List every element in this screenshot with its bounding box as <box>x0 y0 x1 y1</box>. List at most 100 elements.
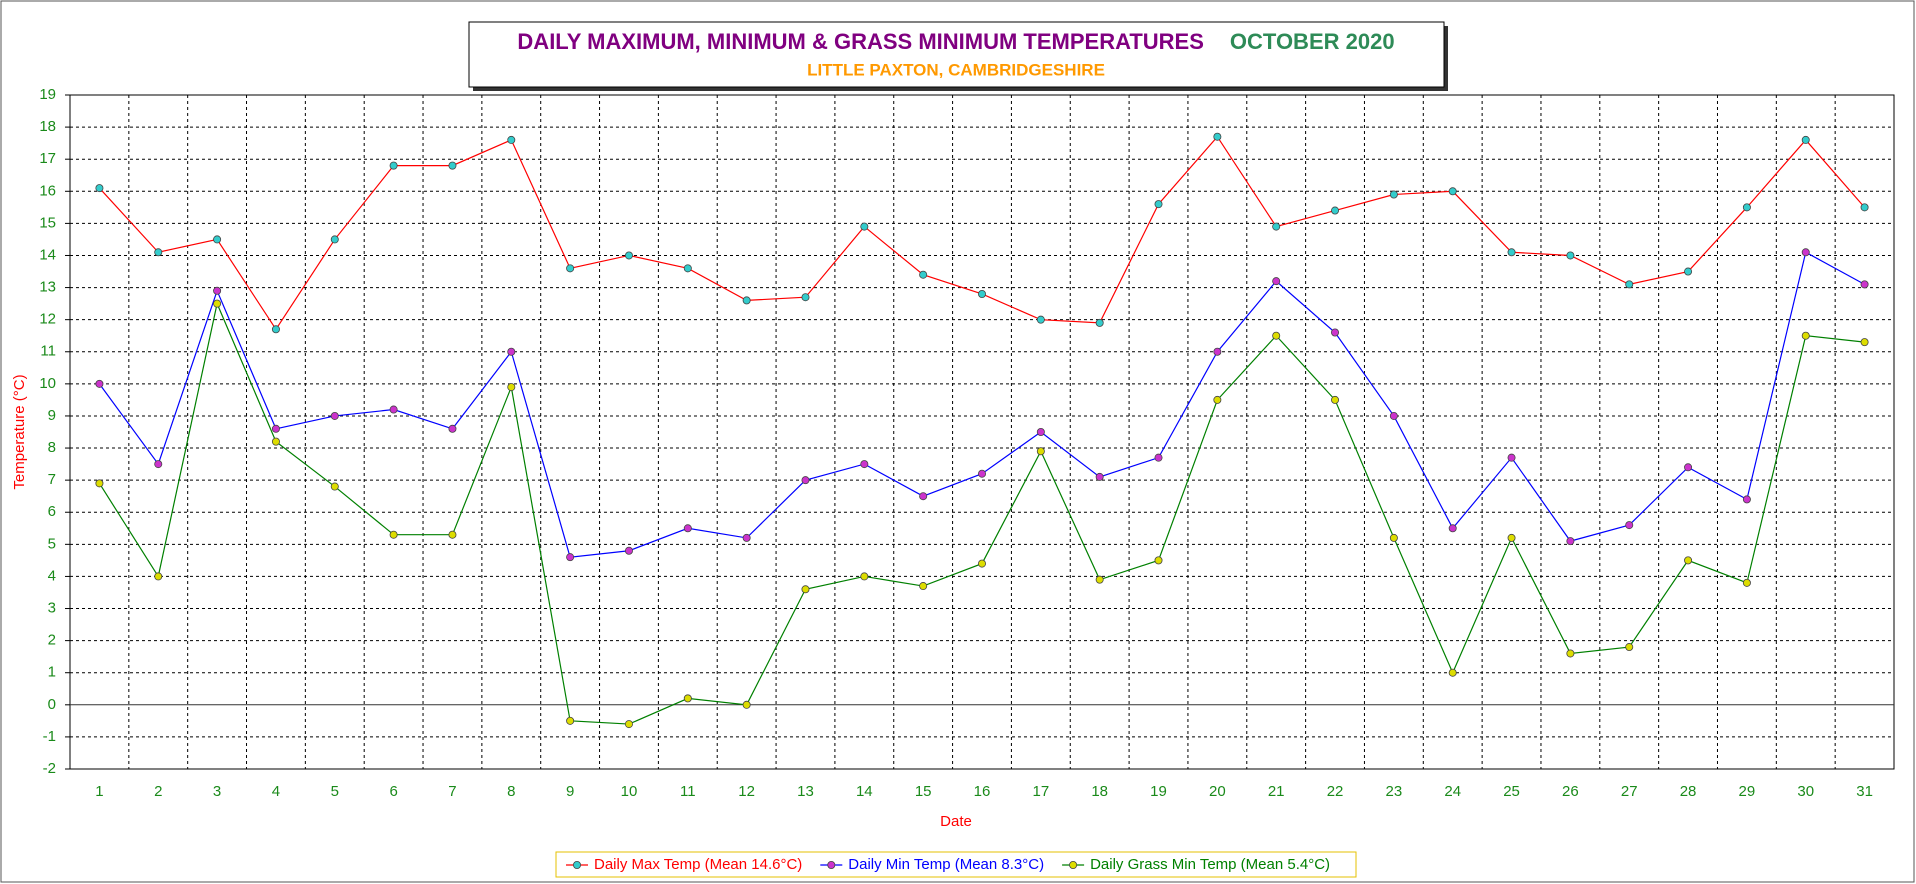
data-point <box>507 135 516 144</box>
x-tick-label: 26 <box>1562 783 1579 800</box>
data-point <box>860 572 869 581</box>
y-tick-label: 12 <box>39 311 56 328</box>
title-box <box>468 21 1445 88</box>
y-tick-label: -2 <box>43 760 56 777</box>
data-point <box>1331 395 1340 404</box>
data-point <box>271 437 280 446</box>
data-point <box>742 296 751 305</box>
data-point <box>919 492 928 501</box>
x-tick-label: 1 <box>95 783 103 800</box>
x-tick-label: 7 <box>448 783 456 800</box>
data-point <box>742 533 751 542</box>
y-tick-label: 18 <box>39 118 56 135</box>
data-point <box>507 347 516 356</box>
data-point <box>389 405 398 414</box>
data-point <box>1684 463 1693 472</box>
data-point <box>978 559 987 568</box>
y-axis-label: Temperature (°C) <box>11 374 28 489</box>
data-point <box>1625 280 1634 289</box>
data-point <box>742 700 751 709</box>
data-point <box>1566 537 1575 546</box>
data-point <box>95 379 104 388</box>
data-point <box>801 476 810 485</box>
data-point <box>801 293 810 302</box>
x-tick-label: 13 <box>797 783 814 800</box>
data-point <box>683 524 692 533</box>
data-point <box>1507 453 1516 462</box>
data-point <box>271 424 280 433</box>
data-point <box>213 286 222 295</box>
data-point <box>1448 668 1457 677</box>
data-point <box>213 235 222 244</box>
data-point <box>1095 318 1104 327</box>
y-tick-label: 14 <box>39 246 56 263</box>
y-tick-label: 13 <box>39 279 56 296</box>
y-tick-label: 2 <box>48 632 56 649</box>
x-tick-label: 31 <box>1856 783 1873 800</box>
x-tick-label: 11 <box>680 783 696 800</box>
data-point <box>1625 643 1634 652</box>
x-tick-label: 3 <box>213 783 221 800</box>
y-tick-label: 9 <box>48 407 56 424</box>
y-tick-label: 8 <box>48 439 56 456</box>
legend-marker <box>1069 861 1078 870</box>
y-tick-label: 11 <box>40 343 56 360</box>
x-tick-label: 4 <box>272 783 280 800</box>
data-point <box>624 546 633 555</box>
data-point <box>1389 533 1398 542</box>
x-tick-label: 18 <box>1091 783 1108 800</box>
data-point <box>566 553 575 562</box>
data-point <box>330 482 339 491</box>
legend-marker <box>827 861 836 870</box>
x-tick-label: 22 <box>1327 783 1344 800</box>
y-tick-label: 1 <box>48 664 56 681</box>
data-point <box>1213 347 1222 356</box>
data-point <box>566 264 575 273</box>
x-tick-label: 24 <box>1444 783 1461 800</box>
y-tick-label: 3 <box>48 599 56 616</box>
x-tick-label: 30 <box>1797 783 1814 800</box>
data-point <box>1742 495 1751 504</box>
x-tick-label: 5 <box>331 783 339 800</box>
data-point <box>1860 203 1869 212</box>
data-point <box>1095 575 1104 584</box>
legend-box <box>555 851 1357 878</box>
data-point <box>978 289 987 298</box>
data-point <box>1566 649 1575 658</box>
x-tick-label: 19 <box>1150 783 1167 800</box>
y-tick-label: 5 <box>48 535 56 552</box>
data-point <box>389 530 398 539</box>
x-tick-label: 25 <box>1503 783 1520 800</box>
y-tick-label: 6 <box>48 503 56 520</box>
x-tick-label: 8 <box>507 783 515 800</box>
y-tick-label: -1 <box>43 728 56 745</box>
data-point <box>154 460 163 469</box>
data-point <box>1507 248 1516 257</box>
data-point <box>1154 453 1163 462</box>
y-tick-label: 4 <box>48 567 56 584</box>
data-point <box>1801 135 1810 144</box>
data-point <box>507 383 516 392</box>
data-point <box>1154 556 1163 565</box>
data-point <box>330 235 339 244</box>
x-tick-label: 9 <box>566 783 574 800</box>
data-point <box>1801 331 1810 340</box>
data-point <box>860 222 869 231</box>
data-point <box>1331 328 1340 337</box>
x-tick-label: 2 <box>154 783 162 800</box>
data-point <box>154 572 163 581</box>
data-point <box>1095 472 1104 481</box>
data-point <box>1331 206 1340 215</box>
data-point <box>95 479 104 488</box>
data-point <box>1448 187 1457 196</box>
x-tick-label: 28 <box>1680 783 1697 800</box>
data-point <box>1507 533 1516 542</box>
chart-title-date: OCTOBER 2020 <box>1230 29 1395 54</box>
y-tick-label: 7 <box>48 471 56 488</box>
data-point <box>1213 395 1222 404</box>
data-point <box>801 585 810 594</box>
chart-subtitle: LITTLE PAXTON, CAMBRIDGESHIRE <box>807 60 1105 79</box>
data-point <box>389 161 398 170</box>
data-point <box>1272 277 1281 286</box>
